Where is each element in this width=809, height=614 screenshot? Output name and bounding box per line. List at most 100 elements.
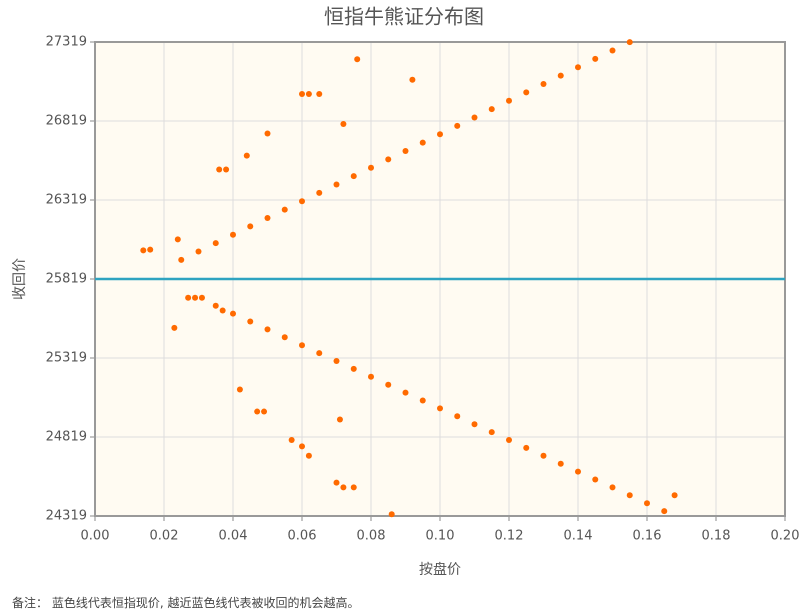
point xyxy=(340,484,347,491)
point xyxy=(316,350,323,357)
point xyxy=(609,47,616,54)
point xyxy=(195,248,202,255)
chart-title: 恒指牛熊证分布图 xyxy=(324,5,484,29)
point xyxy=(230,310,236,317)
point xyxy=(333,358,340,365)
point xyxy=(592,476,599,483)
x-axis-label: 按盘价 xyxy=(419,561,461,578)
y-tick-label: 26819 xyxy=(46,114,87,129)
point xyxy=(216,166,223,173)
point xyxy=(557,460,564,467)
point xyxy=(264,215,271,222)
point xyxy=(140,247,147,254)
point xyxy=(437,131,443,138)
point xyxy=(333,479,340,486)
point xyxy=(644,500,650,507)
point xyxy=(261,408,268,415)
point xyxy=(212,240,219,247)
point xyxy=(419,139,426,146)
point xyxy=(454,413,461,420)
point xyxy=(557,72,564,79)
point xyxy=(212,302,219,309)
x-tick-label: 0.04 xyxy=(219,529,248,544)
point xyxy=(506,437,512,444)
x-tick-label: 0.20 xyxy=(771,529,800,544)
point xyxy=(609,484,616,491)
point xyxy=(185,294,192,301)
point xyxy=(230,231,236,238)
point xyxy=(147,246,154,253)
y-tick-label: 25819 xyxy=(46,272,87,287)
point xyxy=(385,381,392,388)
point xyxy=(198,294,205,301)
point xyxy=(288,437,295,444)
point xyxy=(281,206,288,213)
y-tick-label: 24319 xyxy=(46,509,87,524)
chart: 恒指牛熊证分布图 按盘价 收回价 24319 24819 25319 25819 263… xyxy=(12,5,800,579)
y-tick-label: 26319 xyxy=(46,193,87,208)
point xyxy=(592,55,599,62)
y-tick-label: 27319 xyxy=(46,35,87,50)
y-axis-label: 收回价 xyxy=(12,258,28,300)
point xyxy=(223,166,230,173)
point xyxy=(419,397,426,404)
point xyxy=(661,508,668,515)
point xyxy=(350,365,357,372)
point xyxy=(350,484,357,491)
point xyxy=(299,342,305,349)
y-tick-label: 25319 xyxy=(46,351,87,366)
point xyxy=(523,89,530,96)
y-tick-label: 24819 xyxy=(46,430,87,445)
point xyxy=(471,114,478,121)
point xyxy=(299,90,305,97)
x-tick-label: 0.02 xyxy=(150,529,179,544)
point xyxy=(236,386,243,393)
point xyxy=(264,326,271,333)
point xyxy=(471,421,478,428)
point xyxy=(626,492,633,499)
point xyxy=(305,452,312,459)
point xyxy=(575,468,581,475)
point xyxy=(488,429,495,436)
point xyxy=(336,416,343,423)
point xyxy=(437,405,443,412)
point xyxy=(333,181,340,188)
x-tick-label: 0.16 xyxy=(633,529,662,544)
point xyxy=(506,97,512,104)
point xyxy=(299,443,305,450)
point xyxy=(402,148,409,155)
x-tick-label: 0.08 xyxy=(357,529,386,544)
point xyxy=(316,90,323,97)
point xyxy=(254,408,261,415)
point xyxy=(174,236,181,243)
point xyxy=(247,318,254,325)
point xyxy=(540,81,547,88)
point xyxy=(454,122,461,129)
point xyxy=(368,164,374,171)
point xyxy=(243,152,250,159)
point xyxy=(354,56,361,63)
point xyxy=(488,106,495,113)
point xyxy=(305,90,312,97)
point xyxy=(626,39,633,46)
point xyxy=(192,294,199,301)
point xyxy=(171,324,178,331)
point xyxy=(340,121,347,128)
point xyxy=(219,307,226,314)
point xyxy=(316,189,323,196)
x-tick-label: 0.10 xyxy=(426,529,455,544)
x-tick-label: 0.06 xyxy=(288,529,317,544)
point xyxy=(402,389,409,396)
x-tick-label: 0.00 xyxy=(81,529,110,544)
point xyxy=(368,373,374,380)
point xyxy=(281,334,288,341)
point xyxy=(671,492,678,499)
x-tick-label: 0.14 xyxy=(564,529,593,544)
point xyxy=(178,256,185,263)
point xyxy=(299,198,305,205)
page: {"chart_data": {"type": "scatter", "titl… xyxy=(12,4,800,610)
point xyxy=(264,130,271,137)
point xyxy=(385,156,392,163)
point xyxy=(523,444,530,451)
point xyxy=(388,511,395,518)
